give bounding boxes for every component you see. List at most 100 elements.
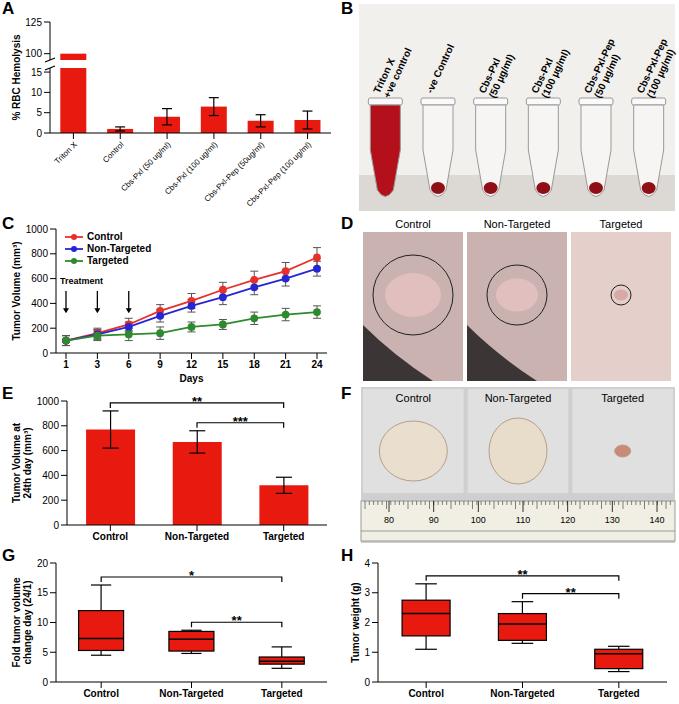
svg-text:Tumor Volume at: Tumor Volume at	[11, 422, 22, 503]
svg-text:0: 0	[36, 128, 42, 139]
svg-text:change day (24/1): change day (24/1)	[22, 581, 33, 665]
svg-text:15: 15	[37, 587, 49, 598]
svg-text:**: **	[517, 567, 528, 582]
svg-text:Tumor Volume (mm³): Tumor Volume (mm³)	[11, 241, 22, 340]
html-text:D: D	[341, 214, 354, 233]
svg-text:Triton X: Triton X	[53, 140, 79, 166]
svg-text:800: 800	[42, 420, 59, 431]
svg-text:Days: Days	[180, 373, 204, 384]
svg-text:15: 15	[31, 67, 43, 78]
svg-text:Non-Targeted: Non-Targeted	[165, 531, 229, 542]
svg-text:9: 9	[157, 359, 163, 370]
svg-text:*: *	[189, 568, 195, 583]
html-text:C: C	[2, 214, 15, 233]
html-text:Non-Targeted: Non-Targeted	[87, 243, 152, 254]
svg-text:400: 400	[42, 470, 59, 481]
html-text:B: B	[341, 0, 354, 18]
svg-text:0: 0	[53, 520, 59, 531]
svg-text:**: **	[566, 585, 577, 600]
html-text:Control: Control	[87, 231, 123, 242]
svg-text:Targeted: Targeted	[601, 392, 644, 404]
svg-text:Control: Control	[83, 688, 119, 699]
svg-text:5: 5	[42, 647, 48, 658]
svg-text:0: 0	[42, 677, 48, 688]
svg-text:400: 400	[31, 298, 48, 309]
svg-text:Tumor weight (g): Tumor weight (g)	[350, 582, 361, 662]
svg-text:1: 1	[364, 647, 370, 658]
svg-text:Targeted: Targeted	[261, 688, 303, 699]
svg-text:0: 0	[42, 348, 48, 359]
svg-text:Control: Control	[101, 140, 126, 165]
svg-text:+ve control: +ve control	[381, 46, 414, 99]
svg-text:Targeted: Targeted	[263, 531, 305, 542]
svg-text:Targeted: Targeted	[600, 218, 643, 230]
svg-text:-ve Control: -ve Control	[424, 42, 456, 95]
svg-text:2: 2	[364, 617, 370, 628]
html-text:G: G	[2, 546, 16, 565]
svg-text:Cbs-Pxl-Pep (100 ug/ml): Cbs-Pxl-Pep (100 ug/ml)	[245, 140, 314, 209]
svg-text:Cbs-Pxl-Pep: Cbs-Pxl-Pep	[634, 36, 670, 95]
svg-text:600: 600	[42, 445, 59, 456]
svg-text:1000: 1000	[37, 396, 60, 407]
html-text:A: A	[2, 0, 15, 18]
svg-text:21: 21	[280, 359, 292, 370]
svg-text:Targeted: Targeted	[598, 688, 640, 699]
svg-text:Cbs-Pxl (100 ug/ml): Cbs-Pxl (100 ug/ml)	[163, 140, 220, 197]
svg-text:Triton X: Triton X	[371, 56, 397, 95]
svg-text:140: 140	[649, 515, 664, 525]
html-text:H: H	[341, 546, 354, 565]
svg-text:***: ***	[233, 414, 249, 429]
svg-text:800: 800	[31, 248, 48, 259]
svg-text:(50 µg/ml): (50 µg/ml)	[592, 52, 622, 99]
svg-text:Control: Control	[395, 218, 430, 230]
svg-text:Control: Control	[93, 531, 129, 542]
html-text:E: E	[2, 384, 14, 403]
svg-text:Non-Targeted: Non-Targeted	[485, 392, 552, 404]
svg-text:120: 120	[560, 515, 575, 525]
svg-text:Non-Targeted: Non-Targeted	[490, 688, 554, 699]
svg-text:200: 200	[42, 495, 59, 506]
svg-text:24th day (mm³): 24th day (mm³)	[22, 427, 33, 498]
svg-text:12: 12	[186, 359, 198, 370]
svg-text:Cbs-Pxl (50 ug/ml): Cbs-Pxl (50 ug/ml)	[119, 140, 172, 193]
svg-text:**: **	[232, 613, 243, 628]
svg-text:5: 5	[36, 107, 42, 118]
svg-text:0: 0	[364, 677, 370, 688]
svg-text:Control: Control	[408, 688, 444, 699]
svg-text:10: 10	[31, 87, 43, 98]
svg-text:20: 20	[37, 558, 49, 569]
svg-text:(100 µg/ml): (100 µg/ml)	[644, 47, 676, 99]
svg-text:100: 100	[471, 515, 486, 525]
svg-text:Cbs-Pxl: Cbs-Pxl	[476, 56, 503, 95]
svg-text:1000: 1000	[26, 224, 49, 235]
svg-text:130: 130	[605, 515, 620, 525]
svg-text:18: 18	[249, 359, 261, 370]
svg-text:Cbs-Pxl-Pep (50ug/ml): Cbs-Pxl-Pep (50ug/ml)	[202, 140, 267, 204]
svg-text:200: 200	[31, 323, 48, 334]
svg-text:3: 3	[95, 359, 101, 370]
svg-text:Cbs-Pxl-Pep: Cbs-Pxl-Pep	[581, 36, 617, 95]
svg-text:4: 4	[364, 558, 370, 569]
svg-text:100: 100	[25, 48, 42, 59]
svg-text:125: 125	[25, 17, 42, 28]
svg-text:90: 90	[429, 515, 439, 525]
svg-text:Fold tumor volume: Fold tumor volume	[11, 577, 22, 667]
svg-text:(100 µg/ml): (100 µg/ml)	[539, 47, 571, 99]
svg-text:% RBC Hemolysis: % RBC Hemolysis	[11, 34, 22, 121]
svg-text:Control: Control	[396, 392, 431, 404]
svg-text:Non-Targeted: Non-Targeted	[159, 688, 223, 699]
svg-text:(50 µg/ml): (50 µg/ml)	[486, 52, 516, 99]
svg-text:Non-Targeted: Non-Targeted	[484, 218, 551, 230]
svg-text:15: 15	[217, 359, 229, 370]
svg-text:**: **	[192, 394, 203, 409]
svg-text:1: 1	[63, 359, 69, 370]
svg-text:110: 110	[516, 515, 530, 525]
svg-text:3: 3	[364, 587, 370, 598]
svg-text:600: 600	[31, 273, 48, 284]
svg-text:6: 6	[126, 359, 132, 370]
svg-text:80: 80	[384, 515, 394, 525]
svg-text:10: 10	[37, 617, 49, 628]
svg-text:Treatment: Treatment	[60, 276, 103, 286]
svg-text:24: 24	[311, 359, 323, 370]
svg-text:Cbs-Pxl: Cbs-Pxl	[529, 56, 555, 95]
